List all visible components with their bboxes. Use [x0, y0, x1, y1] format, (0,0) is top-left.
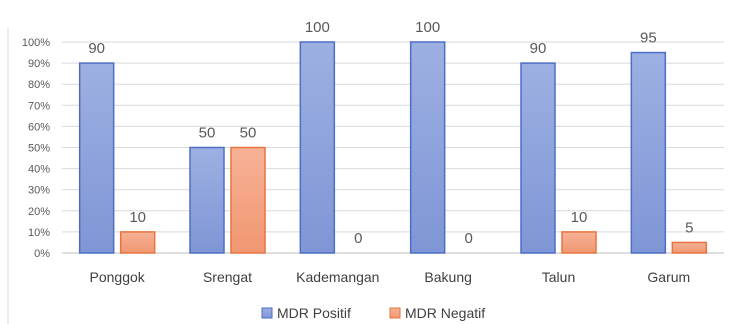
legend-label: MDR Positif: [277, 305, 351, 321]
data-label: 0: [464, 230, 472, 247]
y-tick-label: 50%: [28, 143, 50, 155]
y-axis-ticks: 0% 10% 20% 30% 40% 50% 60% 70% 80% 90% 100%: [22, 37, 50, 260]
bar-mdr-positif: [189, 146, 225, 254]
x-category-label: Bakung: [424, 269, 471, 285]
legend-swatch: [389, 307, 401, 319]
bar-mdr-negatif: [561, 231, 597, 254]
data-label: 10: [571, 209, 588, 226]
y-tick-label: 40%: [28, 164, 50, 176]
bar-mdr-negatif: [671, 241, 708, 254]
bar-mdr-negatif: [230, 146, 266, 254]
data-label: 95: [640, 30, 657, 47]
bar-mdr-positif: [78, 62, 115, 254]
x-axis-labels: Ponggok Srengat Kademangan Bakung Talun Garum: [90, 269, 691, 285]
data-label: 50: [199, 125, 216, 142]
data-label: 100: [415, 19, 440, 36]
legend: MDR Positif MDR Negatif: [261, 305, 485, 321]
legend-swatch: [261, 307, 273, 319]
y-tick-label: 100%: [22, 37, 50, 49]
y-tick-label: 10%: [28, 227, 50, 239]
x-category-label: Garum: [647, 269, 690, 285]
data-label: 90: [88, 40, 105, 57]
x-category-label: Ponggok: [90, 269, 146, 285]
data-label: 50: [240, 125, 257, 142]
bar-mdr-positif: [520, 62, 556, 254]
data-label: 0: [354, 230, 362, 247]
bar-mdr-positif: [630, 51, 667, 254]
bar-mdr-positif: [409, 41, 446, 254]
data-labels: 90 10 50 50 100 0 100 0 90 10 95 5: [88, 19, 693, 247]
data-label: 90: [530, 40, 547, 57]
y-tick-label: 70%: [28, 100, 50, 112]
data-label: 10: [129, 209, 146, 226]
y-tick-label: 80%: [28, 79, 50, 91]
y-tick-label: 20%: [28, 206, 50, 218]
legend-label: MDR Negatif: [405, 305, 485, 321]
y-tick-label: 30%: [28, 185, 50, 197]
x-category-label: Talun: [542, 269, 575, 285]
x-category-label: Kademangan: [296, 269, 379, 285]
gridlines: [62, 41, 724, 254]
bar-mdr-positif: [299, 41, 336, 254]
y-tick-label: 0%: [34, 248, 50, 260]
bar-mdr-negatif: [119, 231, 156, 254]
x-category-label: Srengat: [203, 269, 252, 285]
bars: [78, 41, 708, 254]
data-label: 100: [305, 19, 330, 36]
data-label: 5: [685, 219, 693, 236]
y-tick-label: 90%: [28, 58, 50, 70]
y-tick-label: 60%: [28, 121, 50, 133]
